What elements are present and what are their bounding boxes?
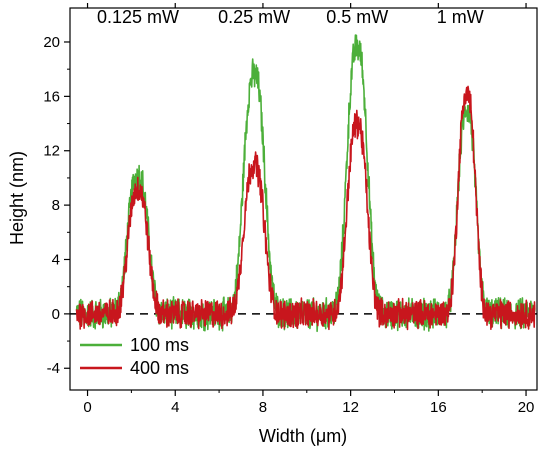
series-layer [75,34,536,333]
series-line-1 [75,34,536,333]
legend-label-2: 400 ms [130,358,189,378]
y-tick-label: 4 [52,251,60,268]
y-tick-label: -4 [47,360,60,377]
power-annotation: 0.5 mW [326,7,388,27]
power-annotation: 1 mW [437,7,484,27]
x-tick-label: 20 [518,399,535,416]
y-axis-title: Height (nm) [7,151,27,245]
annotations: 0.125 mW 0.25 mW 0.5 mW 1 mW [97,7,484,27]
y-tick-label: 0 [52,306,60,323]
legend-label-1: 100 ms [130,335,189,355]
legend: 100 ms 400 ms [80,335,189,378]
axes-layer: 0 4 8 12 16 20 -4 0 4 8 12 16 20 [43,3,534,416]
series-line-2 [75,85,536,331]
power-annotation: 0.25 mW [218,7,290,27]
y-tick-label: 16 [43,88,60,105]
y-tick-label: 8 [52,197,60,214]
x-tick-label: 0 [83,399,91,416]
x-tick-label: 8 [259,399,267,416]
x-tick-label: 12 [342,399,359,416]
y-tick-label: 20 [43,34,60,51]
power-annotation: 0.125 mW [97,7,179,27]
y-tick-label: 12 [43,143,60,160]
x-tick-label: 4 [171,399,179,416]
plot-frame [69,7,538,391]
x-tick-label: 16 [430,399,447,416]
x-axis-title: Width (μm) [259,426,347,446]
plot-area [70,34,537,333]
